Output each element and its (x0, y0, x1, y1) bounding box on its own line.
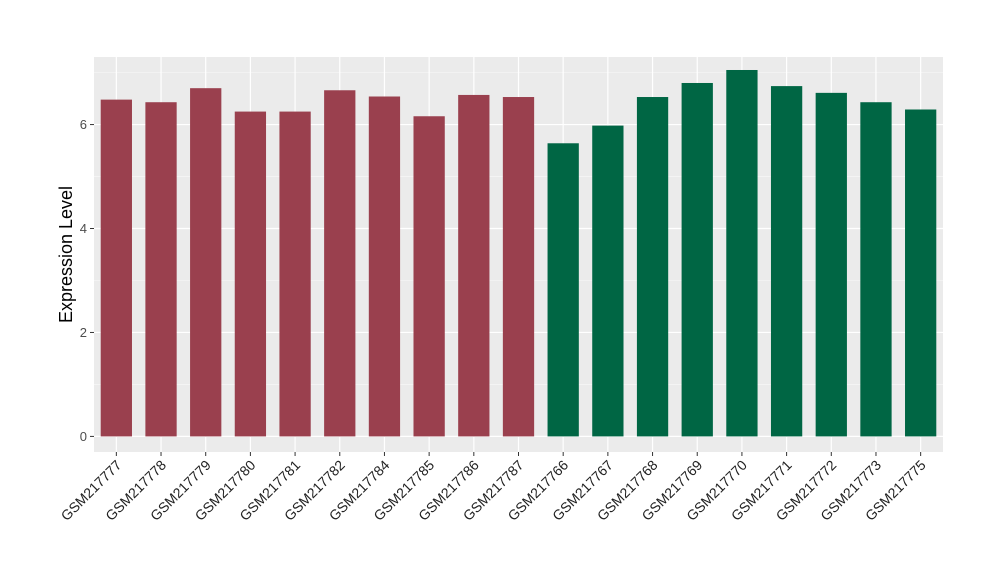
bar (815, 92, 847, 437)
bar (234, 111, 267, 437)
bar (502, 97, 535, 437)
bar (279, 111, 311, 437)
bar (145, 102, 177, 437)
bar (860, 102, 892, 437)
bar (413, 116, 445, 437)
y-axis: 0 2 4 6 (80, 117, 94, 444)
y-tick-label: 2 (80, 325, 87, 340)
bar (190, 88, 222, 437)
bars (100, 69, 937, 437)
bar (681, 82, 713, 437)
bar (592, 125, 624, 437)
bar (547, 143, 579, 437)
y-tick-label: 6 (80, 117, 87, 132)
y-tick-label: 0 (80, 429, 87, 444)
bar (726, 69, 758, 437)
bar (458, 94, 490, 437)
bar (368, 96, 401, 437)
bar (324, 90, 356, 437)
bar (100, 99, 132, 437)
bar (905, 109, 937, 437)
y-tick-label: 4 (80, 221, 87, 236)
y-axis-title: Expression Level (56, 186, 76, 323)
bar (636, 97, 669, 437)
x-axis: GSM217777GSM217778GSM217779GSM217780GSM2… (58, 452, 929, 524)
bar (770, 86, 803, 437)
